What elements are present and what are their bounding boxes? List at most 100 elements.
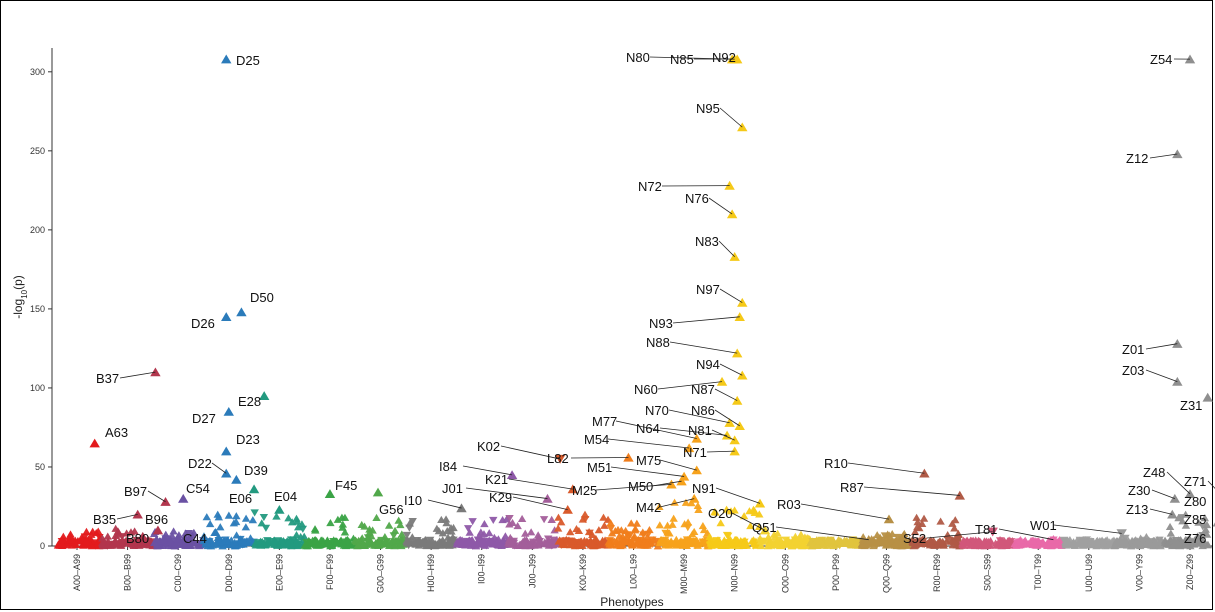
data-point [1200, 514, 1210, 522]
annotation-label: K21 [485, 472, 508, 487]
data-point [497, 541, 506, 550]
data-point [341, 536, 351, 544]
annotation-label: J01 [442, 481, 463, 496]
data-point [669, 514, 678, 522]
annotation-label: Z71 [1184, 474, 1206, 489]
data-point [873, 531, 882, 539]
data-point [539, 516, 549, 524]
annotation-leader [570, 457, 629, 459]
annotation-label: B96 [145, 512, 168, 527]
highlighted-point [716, 376, 728, 386]
annotation-label: G56 [379, 502, 404, 517]
highlighted-point [732, 54, 743, 64]
y-tick-label: 0 [40, 541, 45, 551]
data-point [215, 537, 224, 546]
data-point [791, 539, 801, 547]
data-point [1029, 537, 1038, 545]
data-point [92, 541, 102, 549]
data-point [519, 540, 529, 548]
data-point [490, 540, 499, 548]
annotation-label: D39 [244, 463, 268, 478]
annotation-leader [668, 409, 730, 424]
data-point [688, 530, 697, 538]
annotation-leader [1166, 471, 1191, 495]
data-point [372, 513, 381, 521]
data-point [688, 538, 697, 546]
annotation-label: R10 [824, 456, 848, 471]
data-point [125, 538, 134, 546]
data-point [615, 532, 624, 540]
x-tick-label: G00–G99 [376, 554, 386, 593]
data-point [332, 538, 341, 546]
highlighted-point [152, 525, 164, 535]
data-point [627, 519, 636, 527]
data-point [58, 535, 67, 544]
annotation-leader [863, 486, 960, 496]
x-tick-label: S00–S99 [983, 554, 993, 591]
data-point [159, 539, 168, 547]
data-point [485, 538, 494, 546]
highlighted-point [236, 307, 247, 317]
data-point [588, 530, 597, 539]
data-point [214, 513, 223, 521]
data-point [642, 539, 652, 547]
data-point [291, 539, 300, 547]
data-point [394, 516, 403, 524]
data-point [913, 523, 922, 531]
data-point [468, 518, 477, 526]
data-point [840, 536, 849, 544]
annotation-label: E04 [274, 489, 297, 504]
x-tick-label: J00–J99 [527, 554, 537, 588]
data-point [354, 536, 363, 544]
data-point [746, 522, 755, 530]
highlighted-point [150, 367, 161, 377]
data-point [787, 542, 796, 550]
data-point [435, 541, 445, 549]
data-point [553, 524, 563, 532]
data-point [846, 537, 855, 545]
annotation-label: Z01 [1122, 342, 1144, 357]
data-point [613, 525, 623, 533]
data-point [360, 522, 369, 530]
annotation-label: B80 [126, 531, 149, 546]
data-point [655, 502, 664, 511]
data-point [722, 505, 731, 513]
annotation-label: C54 [186, 481, 210, 496]
y-tick-label: 200 [30, 225, 45, 235]
data-point [384, 541, 394, 549]
data-point [966, 541, 975, 549]
data-point [293, 517, 302, 525]
data-point [910, 528, 920, 536]
annotation-label: D23 [236, 432, 260, 447]
annotation-leader [672, 316, 740, 324]
annotation-label: Z48 [1143, 465, 1165, 480]
data-point [661, 541, 670, 549]
annotation-leader [512, 496, 568, 511]
annotation-label: Z03 [1122, 363, 1144, 378]
data-point [644, 530, 653, 538]
data-point [161, 535, 170, 543]
data-point [232, 531, 241, 539]
annotation-label: I84 [439, 459, 457, 474]
data-point [298, 525, 308, 533]
annotation-leader [719, 288, 743, 303]
data-point [1203, 541, 1212, 549]
data-point [943, 530, 952, 539]
data-point [126, 528, 136, 536]
highlighted-point [1172, 149, 1183, 159]
data-point [397, 535, 407, 544]
data-point [1198, 541, 1207, 550]
y-tick-label: 150 [30, 304, 45, 314]
data-point [480, 520, 489, 528]
data-point [933, 541, 943, 549]
annotation-label: N60 [634, 382, 658, 397]
data-point [1181, 521, 1191, 529]
x-tick-label: H00–H99 [426, 554, 436, 592]
data-point [670, 498, 679, 506]
data-point [1129, 541, 1139, 549]
data-point [1070, 540, 1079, 549]
annotation-label: N91 [692, 481, 716, 496]
data-point [1143, 538, 1152, 546]
annotation-leader [211, 462, 227, 474]
data-point [953, 533, 962, 541]
